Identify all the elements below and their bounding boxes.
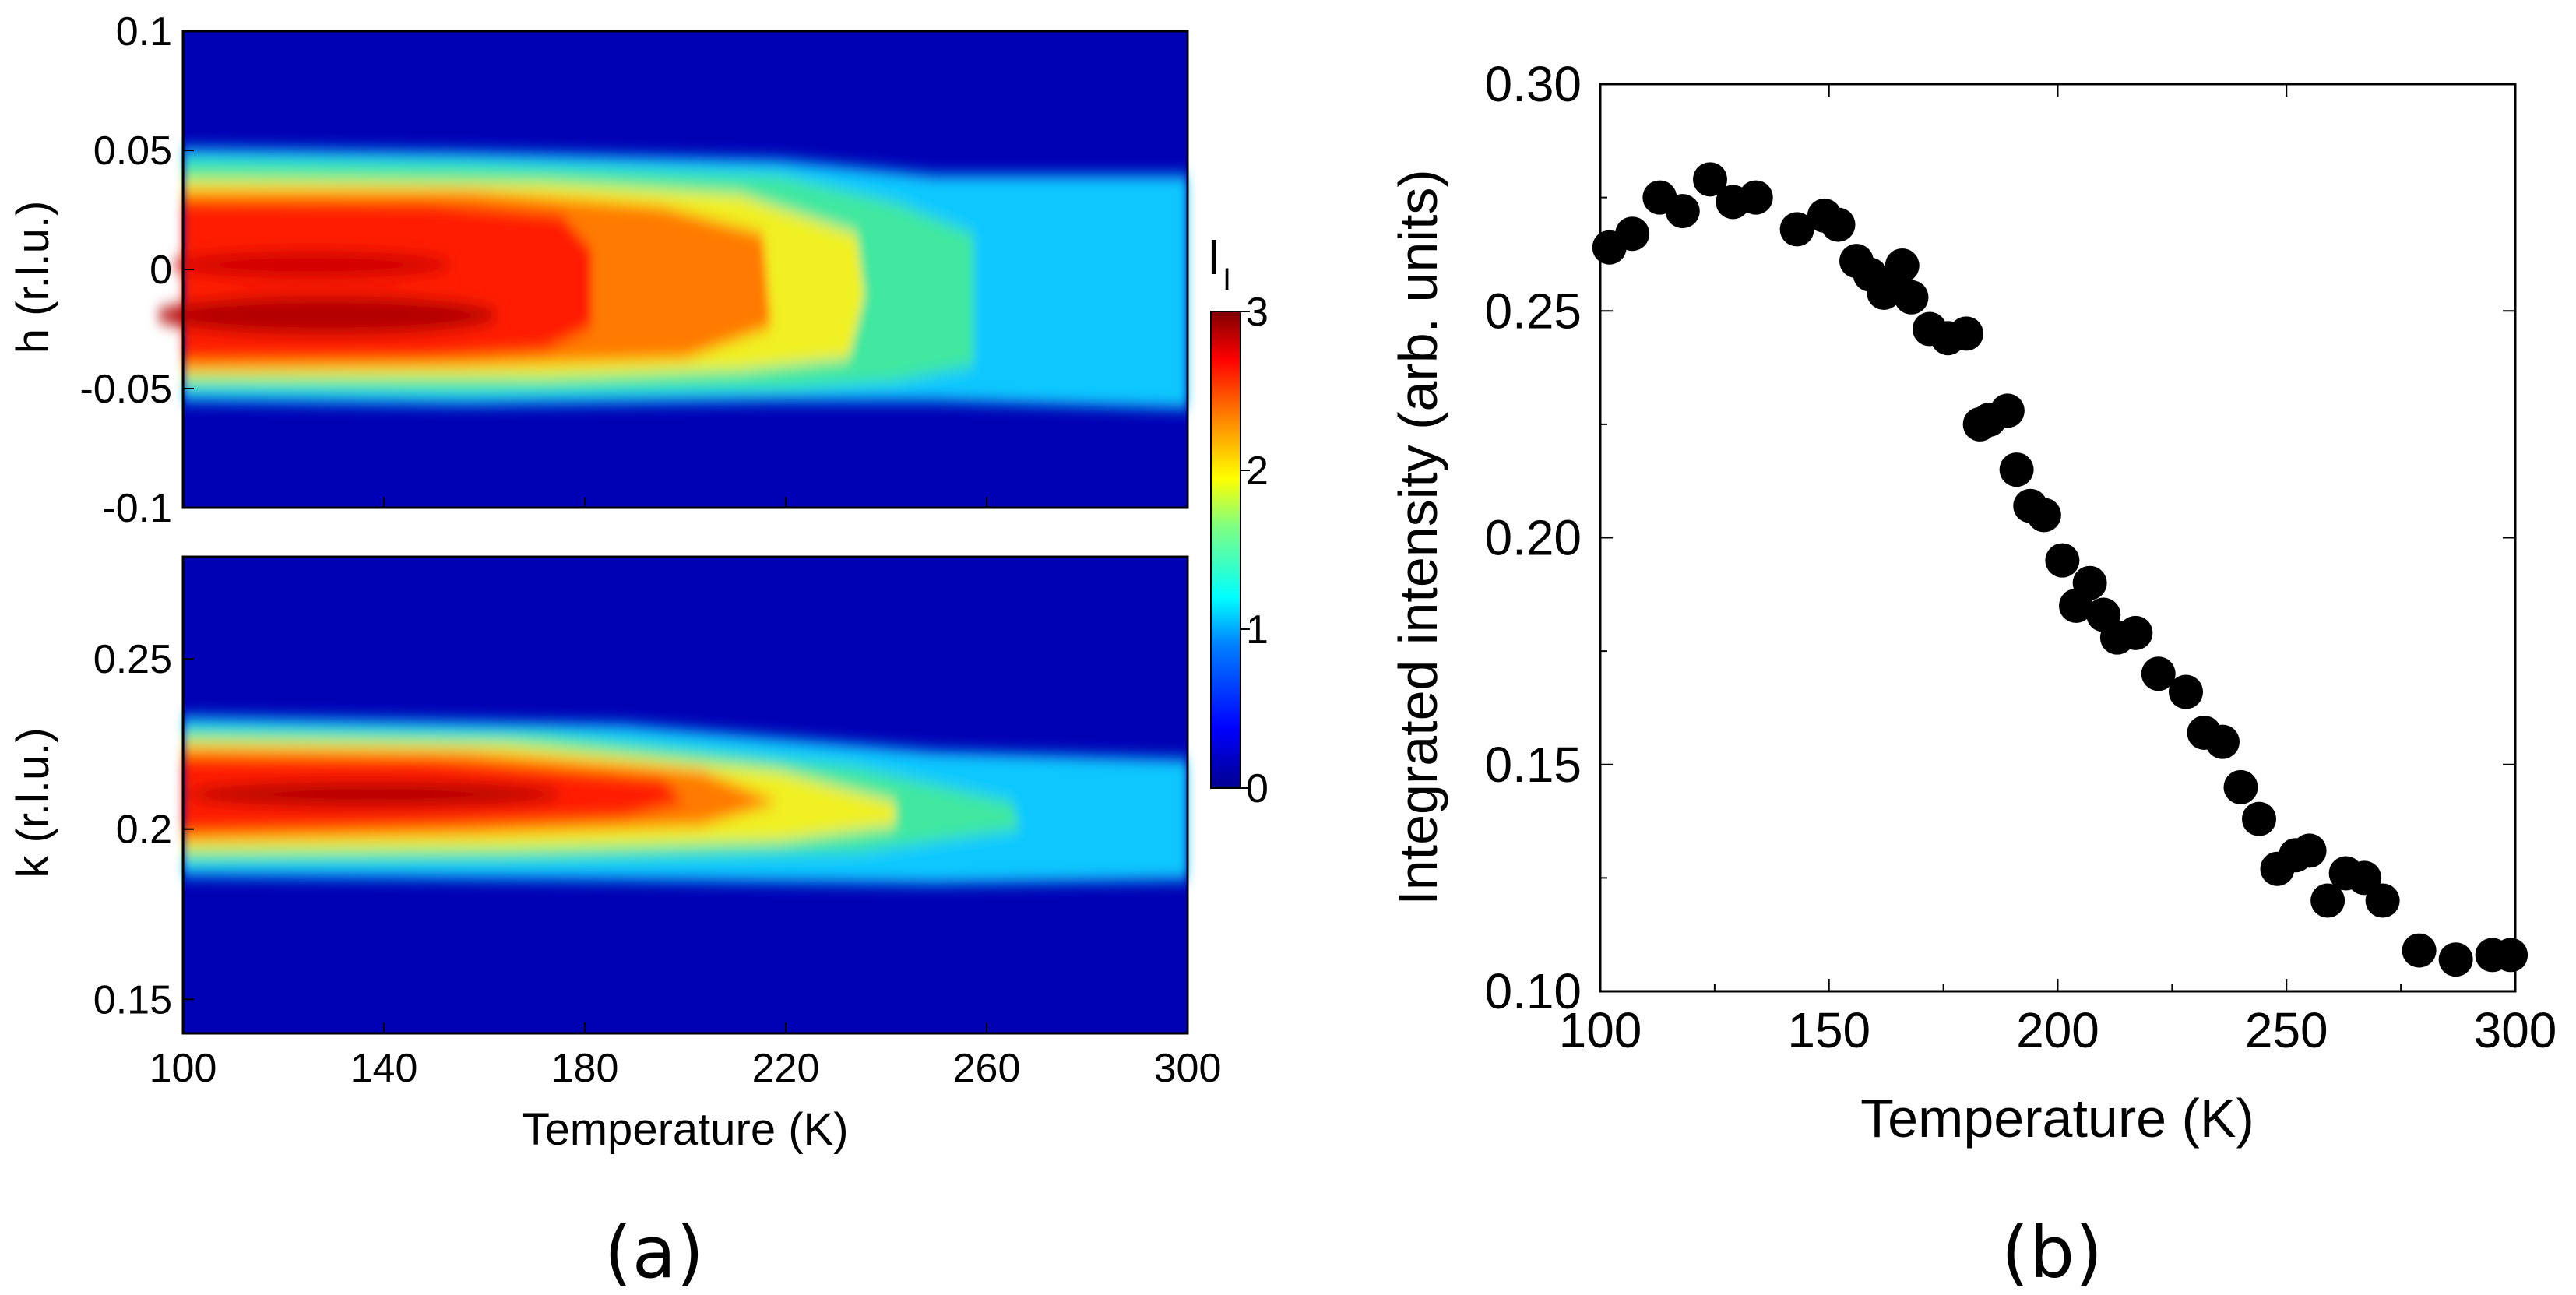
h-map-y-tick-label: 0.1 — [116, 9, 172, 55]
panel-a-x-tick-label: 100 — [150, 1046, 217, 1091]
scatter-point — [1693, 162, 1727, 197]
scatter-ylabel: Integrated intensity (arb. units) — [1388, 169, 1448, 905]
scatter-point — [1779, 212, 1814, 247]
colorbar-frame — [1210, 311, 1241, 789]
colorbar-tick-label: 0 — [1246, 766, 1269, 811]
scatter-point — [2072, 565, 2107, 600]
k-map-y-tick-label: 0.25 — [93, 637, 172, 682]
scatter-point — [2141, 656, 2176, 691]
panel-a-x-tick-label: 180 — [551, 1046, 619, 1091]
scatter-panel: 100 150 200 250 300 0.30 0.25 0.20 0.15 0.10 — [1484, 56, 2557, 1058]
colorbar-ticks: 0 1 2 3 — [1240, 290, 1269, 811]
colorbar-label-sub: I — [1223, 262, 1231, 297]
h-map-panel — [156, 30, 1189, 509]
scatter-points — [1592, 162, 2528, 977]
scatter-x-tick-label: 250 — [2245, 1002, 2328, 1058]
scatter-x-tick-label: 200 — [2016, 1002, 2099, 1058]
scatter-point — [1999, 452, 2034, 487]
scatter-xlabel: Temperature (K) — [1860, 1088, 2254, 1149]
scatter-point — [1615, 216, 1650, 252]
scatter-point — [2292, 833, 2327, 868]
h-map-y-tick-label: 0.05 — [93, 128, 172, 174]
h-map-y-ticks: 0.1 0.05 0 -0.05 -0.1 — [79, 9, 194, 531]
scatter-point — [1990, 393, 2025, 428]
panel-a-x-tick-label: 300 — [1154, 1046, 1222, 1091]
scatter-frame — [1599, 83, 2517, 993]
colorbar-label: I — [1207, 229, 1221, 285]
scatter-point — [2310, 883, 2345, 918]
scatter-x-tick-label: 100 — [1559, 1002, 1642, 1058]
scatter-point — [2242, 801, 2276, 836]
scatter-x-tick-label: 150 — [1787, 1002, 1870, 1058]
colorbar-tick-label: 2 — [1246, 449, 1269, 494]
scatter-y-tick-label: 0.15 — [1484, 737, 1582, 793]
h-map-y-tick-label: -0.1 — [102, 486, 172, 531]
k-map-ylabel: k (r.l.u.) — [8, 727, 58, 878]
colorbar-tick-label: 1 — [1246, 607, 1269, 653]
panel-a-xlabel: Temperature (K) — [522, 1104, 848, 1155]
scatter-point — [2118, 615, 2153, 650]
scatter-point — [2045, 543, 2080, 578]
k-map-y-tick-label: 0.2 — [116, 808, 172, 853]
h-map-core-dark — [156, 296, 498, 335]
scatter-point — [2402, 933, 2437, 968]
scatter-x-tick-label: 300 — [2474, 1002, 2557, 1058]
h-map-y-tick-label: -0.05 — [79, 367, 172, 412]
scatter-point — [1821, 207, 1856, 242]
scatter-point — [2438, 942, 2473, 977]
scatter-point — [2169, 674, 2203, 709]
k-map-y-tick-label: 0.15 — [93, 977, 172, 1022]
colorbar: I I 0 1 2 3 — [1207, 229, 1269, 811]
h-map-ylabel: h (r.l.u.) — [8, 201, 58, 354]
scatter-point — [2026, 498, 2061, 533]
colorbar-gradient — [1211, 311, 1240, 788]
colorbar-tick-label: 3 — [1246, 290, 1269, 335]
scatter-point — [2223, 769, 2258, 804]
k-map-y-ticks: 0.25 0.2 0.15 — [93, 637, 194, 1022]
h-map-y-tick-label: 0 — [150, 248, 172, 293]
h-map-band-red — [183, 201, 592, 360]
panel-a-x-ticks: 100 140 180 220 260 300 — [150, 497, 1222, 1091]
scatter-point — [2365, 883, 2400, 918]
panel-a-x-tick-label: 220 — [752, 1046, 820, 1091]
scatter-point — [2205, 724, 2240, 759]
scatter-y-tick-label: 0.25 — [1484, 283, 1582, 339]
h-map-core-dark-2 — [171, 251, 452, 279]
scatter-y-tick-label: 0.10 — [1484, 963, 1582, 1019]
scatter-y-tick-label: 0.30 — [1484, 56, 1582, 112]
k-map-panel — [181, 555, 1189, 1035]
scatter-point — [2347, 860, 2382, 896]
panel-b-label: (b) — [2001, 1211, 2103, 1294]
scatter-point — [1949, 316, 1983, 351]
scatter-point — [1665, 194, 1700, 229]
scatter-point — [1738, 180, 1773, 215]
scatter-ticks: 100 150 200 250 300 0.30 0.25 0.20 0.15 0.10 — [1484, 56, 2557, 1058]
scatter-y-tick-label: 0.20 — [1484, 510, 1582, 566]
scatter-point — [1884, 248, 1920, 283]
k-map-core-dark — [187, 782, 561, 807]
scatter-point — [2493, 938, 2528, 973]
scatter-point — [1894, 280, 1929, 315]
panel-a-x-tick-label: 140 — [350, 1046, 418, 1091]
panel-a-label: (a) — [604, 1211, 704, 1294]
panel-a-x-tick-label: 260 — [953, 1046, 1021, 1091]
k-map-frame — [181, 555, 1189, 1035]
